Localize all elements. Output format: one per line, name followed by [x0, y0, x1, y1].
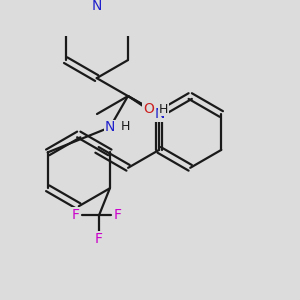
- Text: F: F: [95, 232, 103, 245]
- Text: H: H: [159, 103, 168, 116]
- Text: F: F: [113, 208, 121, 222]
- Text: F: F: [72, 208, 80, 222]
- Text: H: H: [121, 120, 130, 133]
- Text: N: N: [92, 0, 102, 13]
- Text: N: N: [105, 120, 115, 134]
- Text: N: N: [154, 107, 165, 121]
- Text: O: O: [143, 102, 154, 116]
